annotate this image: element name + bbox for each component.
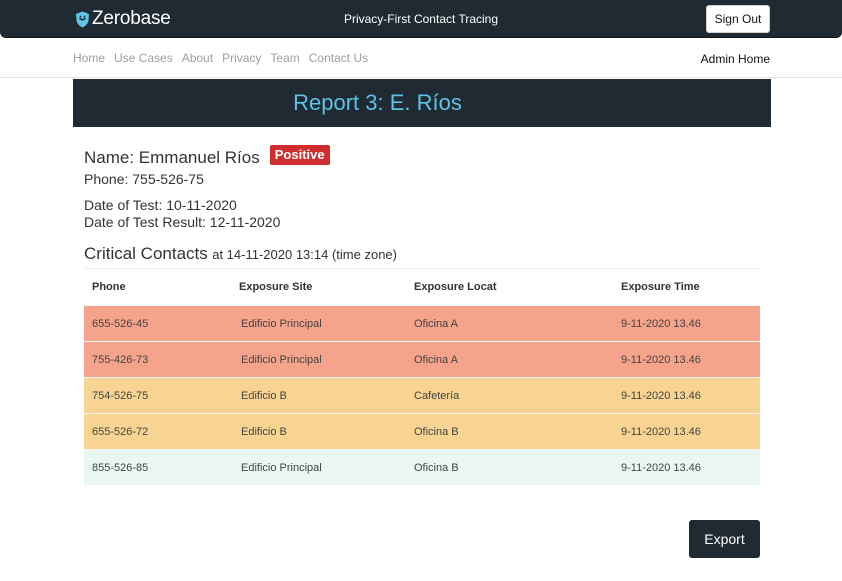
brand-logo[interactable]: Zerobase [75, 8, 171, 30]
nav-links: Home Use Cases About Privacy Team Contac… [73, 51, 377, 65]
cell-phone: 655-526-72 [92, 425, 149, 438]
table-row[interactable]: 655-526-72 Edificio B Oficina B 9-11-2020 1… [84, 413, 760, 449]
status-badge: Positive [269, 145, 330, 165]
column-header-phone[interactable]: Phone [92, 281, 126, 293]
nav-link-about[interactable]: About [181, 51, 214, 65]
cell-exposure-site: Edificio B [241, 425, 287, 438]
cell-exposure-time: 9-11-2020 13.46 [621, 461, 701, 474]
table-row[interactable]: 855-526-85 Edificio Principal Oficina B 9-1… [84, 449, 760, 485]
cell-exposure-time: 9-11-2020 13.46 [621, 353, 701, 366]
cell-exposure-site: Edificio Principal [241, 461, 322, 474]
nav-link-home[interactable]: Home [73, 51, 106, 65]
cell-exposure-time: 9-11-2020 13.46 [621, 425, 701, 438]
column-header-exposure-location[interactable]: Exposure Locat [414, 281, 497, 293]
cell-exposure-location: Oficina B [414, 461, 459, 474]
cell-exposure-site: Edificio B [241, 389, 287, 402]
contacts-table: Phone Exposure Site Exposure Locat Expos… [84, 268, 760, 485]
cell-exposure-site: Edificio Principal [241, 317, 322, 330]
critical-contacts-heading: Critical Contacts at 14-11-2020 13:14 (t… [84, 244, 397, 264]
report-header: Report 3: E. Ríos [73, 79, 771, 127]
cell-exposure-location: Oficina B [414, 425, 459, 438]
date-of-test-result: Date of Test Result: 12-11-2020 [84, 214, 281, 230]
export-button[interactable]: Export [689, 520, 760, 558]
critical-contacts-timestamp: at 14-11-2020 13:14 (time zone) [212, 247, 397, 262]
cell-phone: 855-526-85 [92, 461, 149, 474]
nav-link-use-cases[interactable]: Use Cases [114, 51, 173, 65]
brand-name: Zerobase [92, 8, 171, 29]
nav-bar: Home Use Cases About Privacy Team Contac… [0, 39, 842, 78]
nav-link-privacy[interactable]: Privacy [222, 51, 262, 65]
cell-phone: 755-426-73 [92, 353, 149, 366]
table-row[interactable]: 754-526-75 Edificio B Cafetería 9-11-2020 1… [84, 377, 760, 413]
critical-contacts-title: Critical Contacts [84, 244, 208, 263]
admin-home-link[interactable]: Admin Home [700, 52, 770, 66]
table-row[interactable]: 655-526-45 Edificio Principal Oficina A 9-1… [84, 305, 760, 341]
top-bar: Zerobase Privacy-First Contact Tracing S… [0, 0, 842, 38]
cell-exposure-site: Edificio Principal [241, 353, 322, 366]
table-header: Phone Exposure Site Exposure Locat Expos… [84, 268, 760, 305]
sign-out-button[interactable]: Sign Out [706, 5, 770, 33]
cell-exposure-time: 9-11-2020 13.46 [621, 389, 701, 402]
column-header-exposure-site[interactable]: Exposure Site [239, 281, 313, 293]
nav-link-team[interactable]: Team [270, 51, 300, 65]
column-header-exposure-time[interactable]: Exposure Time [621, 281, 700, 293]
report-title: Report 3: E. Ríos [293, 90, 462, 115]
shield-icon [76, 11, 89, 27]
cell-exposure-location: Cafetería [414, 389, 460, 402]
table-row[interactable]: 755-426-73 Edificio Principal Oficina A 9-1… [84, 341, 760, 377]
cell-exposure-location: Oficina A [414, 317, 459, 330]
nav-link-contact-us[interactable]: Contact Us [308, 51, 369, 65]
tagline: Privacy-First Contact Tracing [343, 12, 499, 26]
patient-name: Name: Emmanuel Ríos [84, 148, 260, 167]
date-of-test: Date of Test: 10-11-2020 [84, 197, 237, 213]
patient-phone: Phone: 755-526-75 [84, 171, 204, 187]
name-row: Name: Emmanuel Ríos Positive [84, 145, 330, 168]
cell-phone: 754-526-75 [92, 389, 149, 402]
cell-exposure-time: 9-11-2020 13.46 [621, 317, 701, 330]
cell-phone: 655-526-45 [92, 317, 149, 330]
cell-exposure-location: Oficina A [414, 353, 459, 366]
